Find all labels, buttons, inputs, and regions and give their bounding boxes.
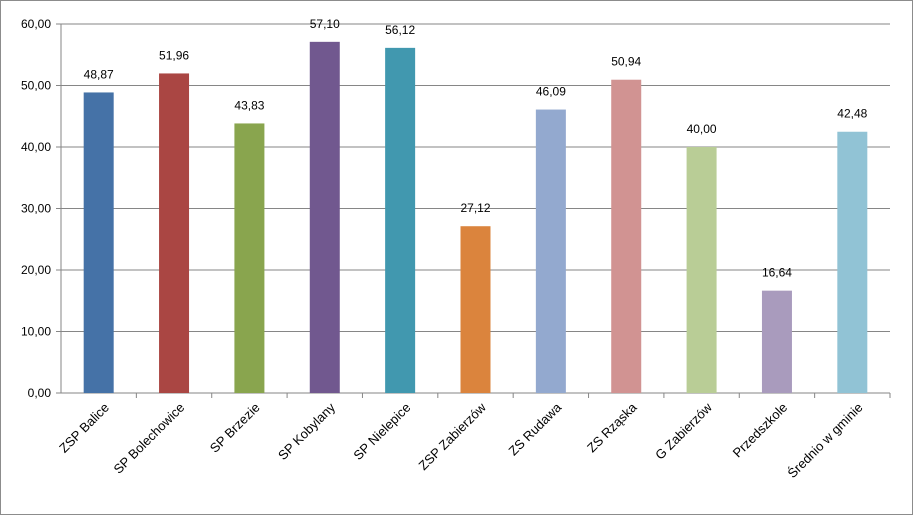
y-tick-label: 50,00 xyxy=(21,79,51,93)
bar xyxy=(309,41,340,394)
category-label: ZS Rząska xyxy=(584,399,640,455)
gridlines xyxy=(61,23,890,332)
bar xyxy=(460,226,491,393)
data-label: 42,48 xyxy=(837,107,867,121)
category-label: ZSP Zabierzów xyxy=(416,399,490,473)
data-label: 57,10 xyxy=(310,17,340,31)
category-label: Średnio w gminie xyxy=(785,400,866,481)
bar xyxy=(611,79,642,394)
category-label: SP Bolechowice xyxy=(111,400,188,477)
category-label: Przedszkole xyxy=(730,400,791,461)
bar xyxy=(535,109,566,393)
bar xyxy=(83,92,114,394)
bar xyxy=(837,131,868,394)
bar xyxy=(159,73,190,394)
bars xyxy=(83,41,868,394)
y-tick-label: 60,00 xyxy=(21,17,51,31)
y-tick-label: 30,00 xyxy=(21,202,51,216)
bar xyxy=(385,47,416,393)
bar xyxy=(761,290,792,393)
category-label: SP Kobylany xyxy=(275,399,338,462)
data-labels: 48,87 51,96 43,83 57,10 56,12 27,12 46,09 50,94… xyxy=(84,17,868,280)
bar xyxy=(234,123,265,394)
data-label: 48,87 xyxy=(84,67,114,81)
data-label: 56,12 xyxy=(385,23,415,37)
y-tick-label: 20,00 xyxy=(21,263,51,277)
category-label: ZSP Balice xyxy=(56,400,112,456)
data-label: 27,12 xyxy=(460,201,490,215)
data-label: 40,00 xyxy=(687,122,717,136)
category-label: G Zabierzów xyxy=(652,399,715,462)
y-tick-label: 0,00 xyxy=(28,386,52,400)
y-tick-label: 10,00 xyxy=(21,325,51,339)
category-label: SP Nielepice xyxy=(350,400,413,463)
data-label: 50,94 xyxy=(611,55,641,69)
data-label: 51,96 xyxy=(159,48,189,62)
y-tick-label: 40,00 xyxy=(21,140,51,154)
category-label: ZS Rudawa xyxy=(506,399,565,458)
data-label: 43,83 xyxy=(234,98,264,112)
data-label: 46,09 xyxy=(536,85,566,99)
data-label: 16,64 xyxy=(762,266,792,280)
bar xyxy=(686,147,717,393)
category-label: SP Brzezie xyxy=(207,400,263,456)
